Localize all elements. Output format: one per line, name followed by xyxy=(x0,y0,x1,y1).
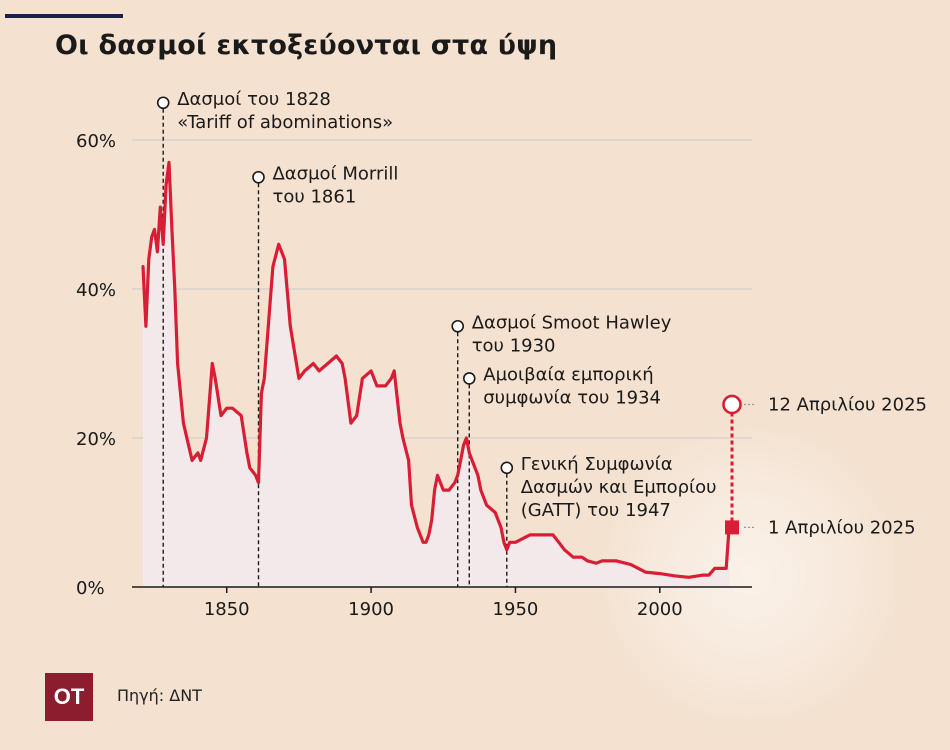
annotation-marker xyxy=(156,96,170,110)
highlight-points: 1 Απριλίου 2025 12 Απριλίου 2025 xyxy=(722,394,927,538)
y-tick-label: 0% xyxy=(76,578,105,599)
x-tick-labels: 1850 1900 1950 2000 xyxy=(204,599,683,620)
annotation-marker xyxy=(252,170,265,184)
series-line xyxy=(141,160,731,579)
y-tick-label: 20% xyxy=(76,429,116,450)
series-line-layer xyxy=(141,160,731,579)
top-accent-rule xyxy=(5,14,123,18)
annotation-label: του 1861 xyxy=(272,186,356,207)
annotation-markers xyxy=(156,96,514,475)
point-square-marker xyxy=(725,520,739,535)
annotation-label: (GATT) του 1947 xyxy=(521,500,671,521)
source-note: Πηγή: ΔΝΤ xyxy=(117,686,202,705)
series-area xyxy=(143,162,730,587)
area-fill-layer xyxy=(143,162,730,587)
annotation-label: συμφωνία του 1934 xyxy=(483,387,661,408)
chart-title: Οι δασμοί εκτοξεύονται στα ύψη xyxy=(55,30,558,61)
annotation-marker xyxy=(500,461,514,475)
annotation-labels: Δασμοί του 1828«Tariff of abominations» Δ… xyxy=(177,89,716,521)
annotation-marker xyxy=(451,319,465,333)
annotation-label: Δασμοί Smoot Hawley xyxy=(472,312,672,333)
y-tick-label: 40% xyxy=(76,280,116,301)
x-axis xyxy=(132,586,752,593)
x-tick-label: 2000 xyxy=(637,599,683,620)
point-circle-marker xyxy=(722,394,742,415)
y-tick-label: 60% xyxy=(76,131,116,152)
annotation-label: του 1930 xyxy=(472,335,556,356)
point-label: 1 Απριλίου 2025 xyxy=(768,517,916,538)
ot-logo: OT xyxy=(45,673,93,721)
x-tick-label: 1850 xyxy=(204,599,250,620)
x-tick-label: 1950 xyxy=(493,599,539,620)
x-tick-label: 1900 xyxy=(348,599,394,620)
annotation-label: Δασμών και Εμπορίου xyxy=(521,477,717,498)
annotation-label: Γενική Συμφωνία xyxy=(521,454,673,475)
annotation-label: Δασμοί του 1828 xyxy=(177,89,331,110)
annotation-label: «Tariff of abominations» xyxy=(177,112,393,133)
annotation-label: Αμοιβαία εμπορική xyxy=(483,364,653,385)
point-label: 12 Απριλίου 2025 xyxy=(768,394,927,415)
annotation-lines xyxy=(162,108,508,587)
annotation-label: Δασμοί Morrill xyxy=(272,163,398,184)
annotation-marker xyxy=(462,372,476,385)
y-tick-labels: 0% 20% 40% 60% xyxy=(76,131,116,599)
